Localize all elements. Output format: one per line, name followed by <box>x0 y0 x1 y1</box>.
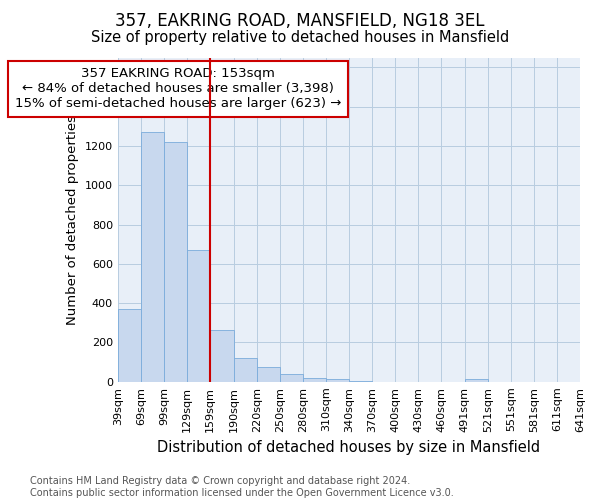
Text: 357 EAKRING ROAD: 153sqm
← 84% of detached houses are smaller (3,398)
15% of sem: 357 EAKRING ROAD: 153sqm ← 84% of detach… <box>14 67 341 110</box>
Bar <box>303 378 326 382</box>
Bar <box>118 309 141 382</box>
Y-axis label: Number of detached properties: Number of detached properties <box>66 114 79 324</box>
Bar <box>326 380 349 382</box>
X-axis label: Distribution of detached houses by size in Mansfield: Distribution of detached houses by size … <box>157 440 541 455</box>
Bar <box>141 132 164 382</box>
Text: Size of property relative to detached houses in Mansfield: Size of property relative to detached ho… <box>91 30 509 45</box>
Bar <box>187 250 210 382</box>
Bar <box>257 367 280 382</box>
Text: Contains HM Land Registry data © Crown copyright and database right 2024.
Contai: Contains HM Land Registry data © Crown c… <box>30 476 454 498</box>
Bar <box>280 374 303 382</box>
Bar <box>210 330 233 382</box>
Bar <box>465 379 488 382</box>
Text: 357, EAKRING ROAD, MANSFIELD, NG18 3EL: 357, EAKRING ROAD, MANSFIELD, NG18 3EL <box>115 12 485 30</box>
Bar <box>233 358 257 382</box>
Bar <box>349 381 372 382</box>
Bar <box>164 142 187 382</box>
